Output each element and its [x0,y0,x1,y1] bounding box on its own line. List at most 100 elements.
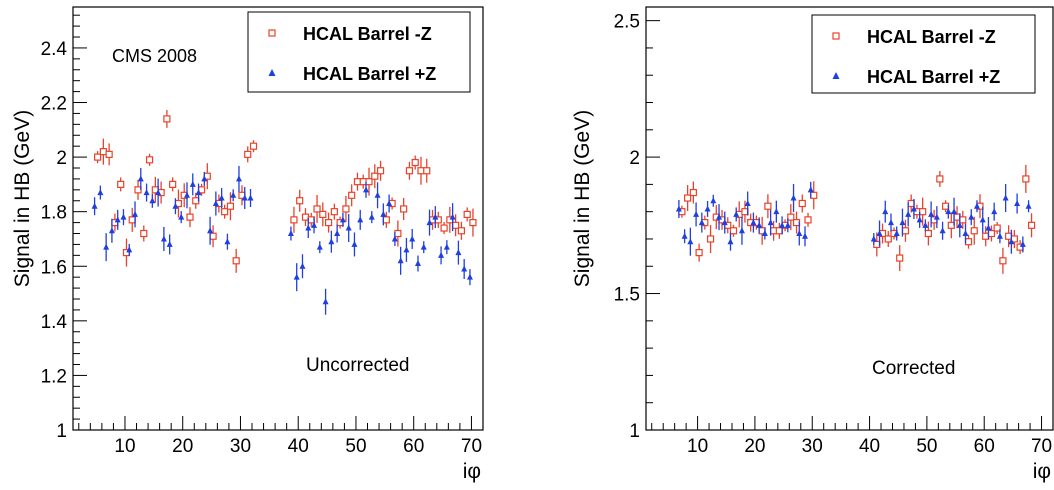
data-point-triangle [126,246,133,253]
annotation-uncorrected: Uncorrected [306,355,410,376]
legend-label: HCAL Barrel +Z [303,64,436,84]
data-point-triangle [391,235,398,242]
data-point-triangle [339,216,346,223]
data-point-square [770,227,778,235]
y-tick-label: 2.4 [41,39,68,60]
data-point-triangle [784,221,791,228]
data-point-triangle [973,202,980,209]
series-plus-z [91,165,473,315]
data-point-square [313,205,321,213]
data-point-triangle [802,232,809,239]
data-point-triangle [887,219,894,226]
data-point-triangle [397,257,404,264]
y-tick-label: 2 [56,148,67,169]
data-point-triangle [386,199,393,206]
data-point-square [128,216,136,224]
data-point-triangle [230,191,237,198]
x-tick-label: 40 [288,436,309,457]
x-tick-label: 40 [859,436,880,457]
data-point-square [411,158,419,167]
data-point-triangle [693,210,700,217]
y-tick-label: 1.2 [41,366,67,387]
data-point-square [394,229,402,238]
data-point-square [452,221,460,229]
data-point-triangle [796,230,803,237]
data-point-square [353,178,362,186]
data-point-square [348,191,356,199]
plot-frame [645,6,1054,431]
legend-label: HCAL Barrel -Z [867,27,996,47]
data-point-triangle [155,189,162,196]
data-point-triangle [305,224,312,231]
data-point-triangle [120,213,127,220]
data-point-triangle [905,210,912,217]
data-point-triangle [328,238,335,245]
corrected-chart: 1 1.5 2 2.5 10 20 30 40 50 60 70 iφ Signal in HB (Ge… [571,6,1054,483]
series-minus-z [93,109,477,273]
data-point-triangle [461,265,468,272]
data-point-triangle [97,189,104,196]
data-point-square [134,186,142,194]
x-tick-label: 70 [461,436,482,457]
data-point-triangle [733,210,740,217]
data-point-triangle [916,216,923,223]
data-point-triangle [137,175,144,182]
legend: HCAL Barrel -Z HCAL Barrel +Z [811,14,1036,94]
data-point-square [145,156,154,164]
data-point-square [936,175,944,183]
y-tick-label: 1 [629,421,640,442]
data-point-square [884,235,892,243]
legend-marker-triangle [268,69,276,76]
data-point-triangle [322,298,329,305]
data-point-triangle [212,199,219,206]
x-tick-label: 60 [974,436,995,457]
data-point-square [296,197,304,205]
data-point-square [290,216,298,224]
legend-box [247,11,471,93]
data-point-triangle [899,219,906,226]
right-chart-panel: 1 1.5 2 2.5 10 20 30 40 50 60 70 iφ Signal in HB (Ge… [527,0,1054,485]
data-point-square [405,167,414,175]
data-point-triangle [466,273,473,280]
data-point-triangle [207,227,214,234]
x-tick-label: 70 [1031,436,1052,457]
y-tick-label: 1.4 [41,312,68,333]
data-point-square [382,216,390,224]
data-point-triangle [351,240,358,247]
data-point-square [987,229,996,238]
data-point-square [959,216,967,224]
data-point-triangle [681,232,688,239]
left-chart-panel: 1 1.2 1.4 1.6 1.8 2 2.2 2.4 10 20 30 40 50 60 70 iφ Sign… [0,0,527,485]
data-point-square [901,227,910,235]
x-tick-label: 30 [802,436,823,457]
data-point-triangle [143,189,150,196]
data-point-triangle [108,227,115,234]
data-point-square [924,229,932,238]
data-point-square [226,202,235,210]
data-point-triangle [311,221,318,228]
data-point-triangle [293,273,300,280]
data-point-triangle [195,189,202,196]
data-point-triangle [687,238,694,245]
y-tick-label: 1.8 [41,203,67,224]
x-axis-label: iφ [1033,460,1051,483]
data-point-triangle [807,186,814,193]
data-point-square [469,218,477,227]
data-point-triangle [1002,194,1009,201]
data-point-triangle [933,213,940,220]
data-point-square [99,148,107,156]
data-point-triangle [716,213,723,220]
data-point-triangle [991,208,998,215]
data-point-triangle [893,230,900,237]
data-point-triangle [1019,240,1026,247]
data-point-square [993,224,1001,232]
plot-frame [72,6,484,431]
data-point-square [463,210,471,219]
data-point-triangle [939,227,946,234]
data-point-triangle [172,202,179,209]
legend-label: HCAL Barrel -Z [303,24,432,44]
data-point-square [810,191,818,199]
x-tick-label: 30 [230,436,251,457]
data-point-square [140,229,148,238]
y-tick-label: 2 [629,148,640,169]
